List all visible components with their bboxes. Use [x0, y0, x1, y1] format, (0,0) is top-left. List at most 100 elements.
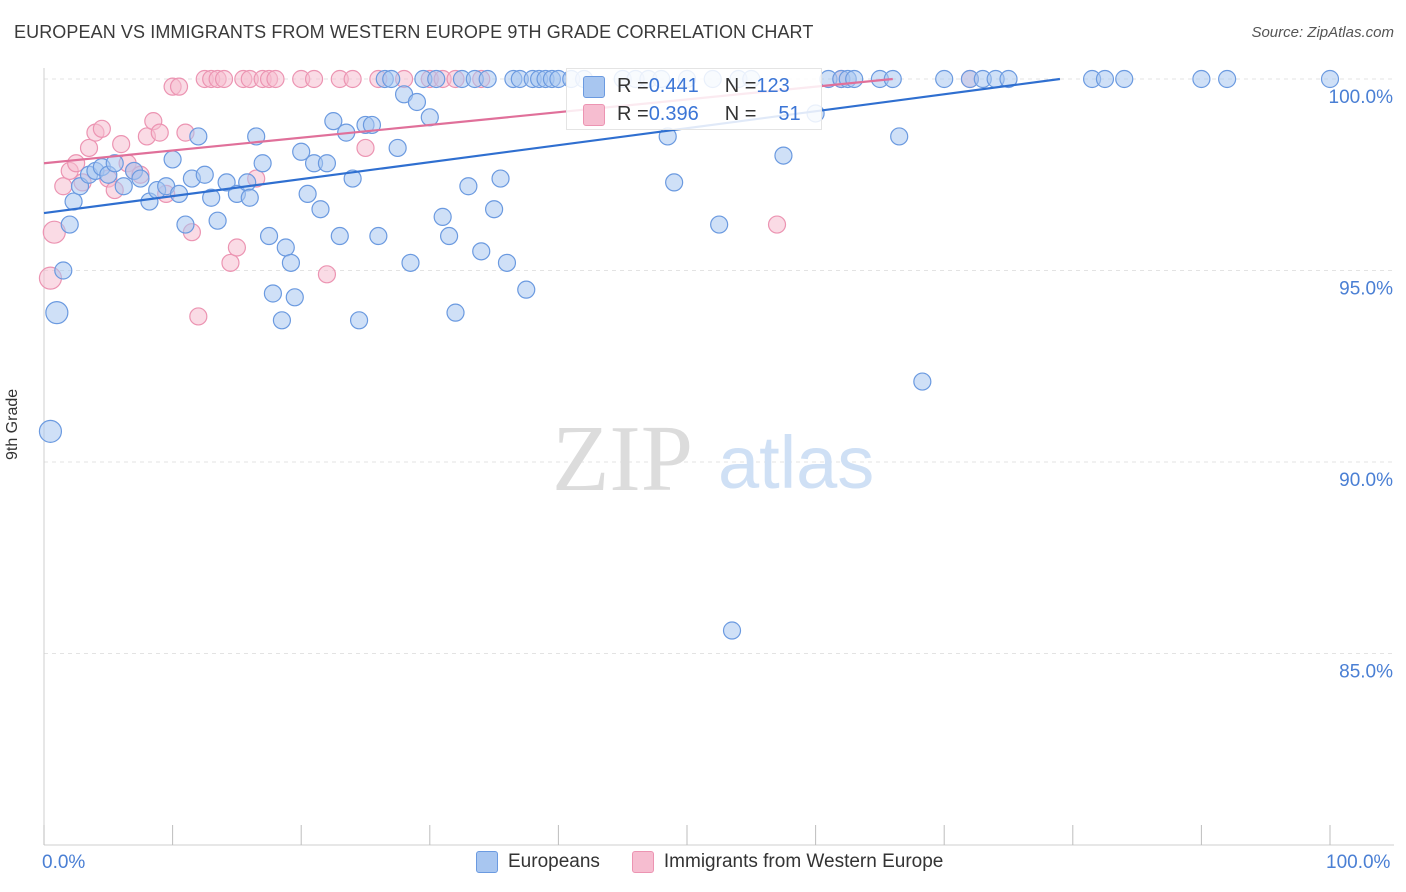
stats-r-label: R =: [617, 75, 649, 97]
europeans-point: [1320, 69, 1340, 89]
immigrants-point: [112, 135, 131, 154]
immigrants-point: [343, 69, 362, 89]
europeans-point: [114, 177, 133, 196]
immigrants-point: [169, 77, 189, 96]
watermark-zip: ZIP: [552, 407, 693, 511]
europeans-point: [253, 154, 272, 173]
europeans-point: [349, 311, 369, 330]
europeans-point: [330, 226, 349, 246]
immigrants-point: [189, 307, 208, 326]
stats-swatch-immigrants: [583, 103, 605, 126]
legend-item-europeans[interactable]: Europeans: [476, 851, 600, 873]
stats-r-value: 0.396: [648, 103, 699, 125]
immigrants-point: [92, 119, 111, 138]
legend-label-immigrants: Immigrants from Western Europe: [663, 851, 944, 872]
europeans-point: [54, 261, 73, 280]
europeans-point: [1095, 69, 1115, 89]
immigrants-point: [767, 215, 787, 234]
europeans-point: [195, 165, 214, 184]
europeans-point: [240, 188, 259, 207]
europeans-point: [311, 200, 330, 219]
europeans-point: [382, 69, 401, 89]
immigrants-point: [221, 253, 240, 272]
europeans-point: [935, 69, 954, 89]
y-tick-label: 100.0%: [1329, 87, 1394, 108]
axes: [43, 68, 1394, 846]
europeans-point: [478, 69, 497, 89]
europeans-point: [407, 92, 427, 112]
stats-r-value: 0.441: [648, 75, 699, 97]
europeans-point: [913, 372, 932, 391]
europeans-point: [217, 173, 236, 192]
europeans-point: [38, 419, 63, 443]
europeans-point: [427, 69, 446, 89]
europeans-point: [189, 127, 208, 146]
europeans-point: [272, 311, 292, 330]
immigrants-point: [79, 138, 99, 158]
europeans-point: [491, 169, 510, 188]
y-tick-label: 95.0%: [1339, 279, 1393, 300]
europeans-point: [176, 215, 195, 234]
europeans-point: [890, 127, 909, 146]
europeans-point: [710, 215, 729, 234]
europeans-point: [369, 226, 388, 246]
y-tick-label: 90.0%: [1339, 470, 1393, 491]
europeans-point: [238, 173, 257, 192]
europeans-trend-line: [43, 77, 1061, 215]
europeans-point: [446, 303, 465, 322]
europeans-point: [433, 207, 452, 226]
europeans-point: [497, 253, 517, 272]
legend-label-europeans: Europeans: [508, 851, 600, 872]
europeans-point: [343, 169, 362, 188]
watermark: ZIP atlas: [552, 407, 874, 511]
europeans-point: [472, 242, 491, 261]
europeans-point: [276, 238, 295, 257]
europeans-point: [999, 69, 1018, 89]
stats-swatch-europeans: [583, 75, 605, 98]
stats-row-europeans: R = 0.441 N = 123: [583, 75, 790, 98]
source-label: Source: ZipAtlas.com: [1251, 24, 1394, 41]
europeans-point: [401, 253, 420, 272]
trend-lines: [43, 77, 1061, 215]
europeans-point: [485, 200, 504, 219]
europeans-point: [285, 288, 304, 307]
immigrants-point: [150, 123, 169, 142]
watermark-atlas: atlas: [718, 421, 874, 504]
europeans-point: [281, 253, 301, 272]
europeans-point: [105, 154, 124, 173]
europeans-point: [317, 154, 337, 173]
stats-r-label: R =: [617, 103, 649, 125]
x-tick-label-min: 0.0%: [42, 852, 86, 873]
europeans-point: [259, 226, 279, 246]
europeans-point: [292, 142, 311, 161]
europeans-point: [208, 211, 227, 230]
immigrants-point: [317, 265, 337, 284]
immigrants-point: [214, 69, 234, 89]
legend-item-immigrants[interactable]: Immigrants from Western Europe: [631, 851, 944, 873]
y-tick-label: 85.0%: [1339, 662, 1393, 683]
stats-n-label: N =: [724, 75, 757, 97]
legend-swatch-immigrants: [631, 851, 654, 873]
stats-n-label: N =: [724, 103, 757, 125]
europeans-point: [439, 226, 459, 246]
europeans-point: [517, 280, 536, 299]
immigrants-point: [54, 177, 73, 196]
y-tick-labels: 100.0% 95.0% 90.0% 85.0%: [1329, 87, 1394, 683]
stats-row-immigrants: R = 0.396 N = 51: [583, 103, 801, 126]
europeans-point: [131, 169, 150, 188]
legend: Europeans Immigrants from Western Europe: [476, 851, 965, 873]
europeans-point: [163, 150, 182, 169]
stats-n-value: 51: [778, 103, 801, 125]
europeans-point: [1115, 69, 1134, 89]
immigrants-point: [356, 138, 375, 158]
grid-lines: [44, 78, 1394, 654]
immigrants-point: [304, 69, 324, 89]
europeans-point: [459, 177, 478, 196]
europeans-point: [324, 112, 343, 131]
stats-box: R = 0.441 N = 123 R = 0.396 N = 51: [566, 68, 822, 130]
europeans-point: [263, 284, 283, 303]
europeans-point: [1218, 69, 1237, 89]
europeans-point: [722, 621, 742, 640]
chart-title: EUROPEAN VS IMMIGRANTS FROM WESTERN EURO…: [14, 22, 814, 42]
